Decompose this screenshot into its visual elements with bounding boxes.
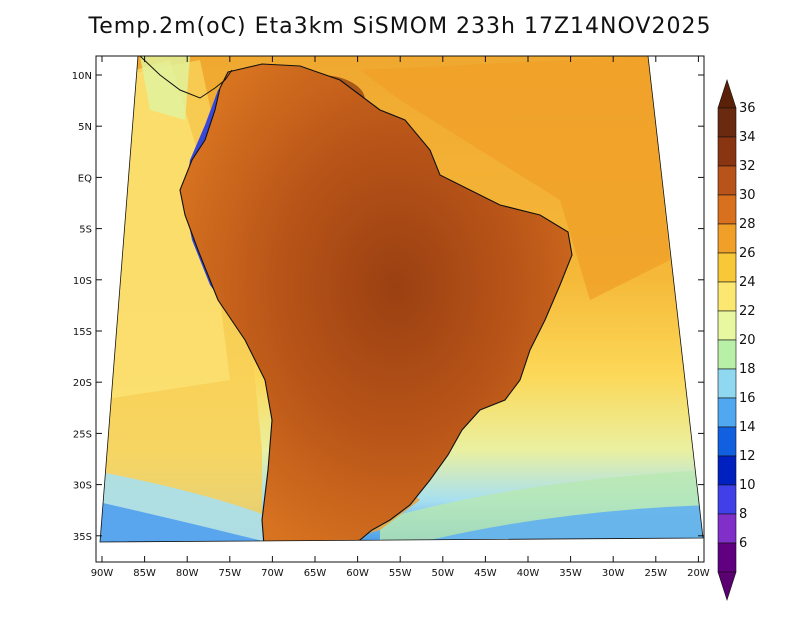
colorbar-segment (717, 426, 737, 457)
longitude-axis: 90W 85W 80W 75W 70W 65W 60W 55W 50W 45W 40W 35W 30W 2… (91, 56, 710, 579)
lat-label: EQ (78, 173, 92, 184)
central-america-coast (139, 56, 233, 99)
south-pacific-colder (100, 500, 290, 542)
colorbar-label: 16 (739, 391, 756, 406)
colorbar-segment (717, 136, 737, 167)
colorbar-bottom-arrow (717, 571, 737, 601)
lat-label: 20S (73, 378, 92, 389)
colorbar-label: 12 (739, 449, 756, 464)
lon-label: 35W (559, 568, 582, 579)
lon-label: 65W (304, 568, 327, 579)
lon-label: 30W (602, 568, 625, 579)
lon-label: 75W (218, 568, 241, 579)
lon-label: 20W (687, 568, 710, 579)
colorbar-segment (717, 368, 737, 399)
lon-label: 70W (261, 568, 284, 579)
colorbar-label: 20 (739, 333, 756, 348)
lat-label: 35S (73, 532, 92, 543)
colorbar-label: 8 (739, 507, 747, 522)
colorbar-label: 32 (739, 159, 756, 174)
colorbar-segment (717, 107, 737, 138)
pacific-north-cool (140, 56, 190, 120)
map-domain (100, 56, 703, 542)
lat-label: 5S (79, 225, 92, 236)
colorbar-segment (717, 339, 737, 370)
colorbar-label: 26 (739, 246, 756, 261)
colorbar-label: 34 (739, 130, 756, 145)
colorbar-segment (717, 194, 737, 225)
colorbar-label: 36 (739, 101, 756, 116)
lat-label: 5N (78, 122, 92, 133)
lon-label: 60W (346, 568, 369, 579)
colorbar-label: 30 (739, 188, 756, 203)
lat-label: 10S (73, 276, 92, 287)
colorbar-segment (717, 484, 737, 515)
colorbar-label: 14 (739, 420, 756, 435)
map-title: Temp.2m(oC) Eta3km SiSMOM 233h 17Z14NOV2… (88, 14, 712, 39)
colorbar-segment (717, 281, 737, 312)
colorbar-segment (717, 165, 737, 196)
galapagos-islands-2 (100, 181, 102, 185)
lon-label: 50W (431, 568, 454, 579)
colorbar-label: 10 (739, 478, 756, 493)
colorbar-label: 28 (739, 217, 756, 232)
lat-label: 10N (72, 71, 92, 82)
colorbar-label: 18 (739, 362, 756, 377)
lon-label: 85W (133, 568, 156, 579)
colorbar-segment (717, 397, 737, 428)
lon-label: 45W (474, 568, 497, 579)
lon-label: 80W (176, 568, 199, 579)
colorbar-segment (717, 223, 737, 254)
lon-label: 40W (517, 568, 540, 579)
lon-label: 25W (644, 568, 667, 579)
colorbar-segment (717, 455, 737, 486)
latitude-axis: 10N 5N EQ 5S 10S 15S 20S 25S 30S 35S (72, 71, 704, 543)
lat-label: 30S (73, 481, 92, 492)
lat-label: 25S (73, 429, 92, 440)
colorbar-segment (717, 513, 737, 544)
colorbar-label: 22 (739, 304, 756, 319)
lon-label: 55W (389, 568, 412, 579)
colorbar-segment (717, 252, 737, 283)
colorbar-segment (717, 310, 737, 341)
colorbar-segment (717, 542, 737, 573)
lat-label: 15S (73, 327, 92, 338)
colorbar: 36 34 32 30 28 26 24 22 20 18 16 14 12 10 8 6 (717, 79, 756, 601)
colorbar-top-arrow (717, 79, 737, 109)
colorbar-label: 24 (739, 275, 756, 290)
lon-label: 90W (91, 568, 114, 579)
colorbar-label: 6 (739, 536, 747, 551)
pacific-cool-zone (100, 60, 230, 400)
atlantic-warm (360, 56, 670, 300)
